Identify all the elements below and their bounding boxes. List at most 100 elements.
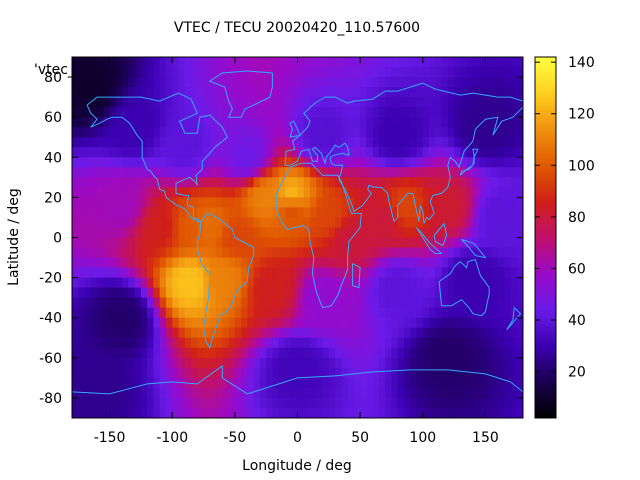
heatmap-cell xyxy=(140,347,148,359)
heatmap-cell xyxy=(422,357,430,369)
heatmap-cell xyxy=(115,257,123,269)
heatmap-cell xyxy=(516,347,523,359)
heatmap-cell xyxy=(353,297,361,309)
heatmap-cell xyxy=(303,237,311,249)
heatmap-cell xyxy=(197,227,205,239)
heatmap-cell xyxy=(378,387,386,399)
heatmap-cell xyxy=(366,207,374,219)
heatmap-cell xyxy=(310,277,317,289)
heatmap-cell xyxy=(466,367,474,379)
heatmap-cell xyxy=(297,137,305,148)
heatmap-cell xyxy=(435,177,443,188)
heatmap-cell xyxy=(153,177,161,188)
heatmap-cell xyxy=(297,337,305,349)
heatmap-cell xyxy=(303,287,311,299)
x-tick-label: -150 xyxy=(94,430,126,446)
heatmap-cell xyxy=(84,287,92,299)
heatmap-cell xyxy=(378,277,386,289)
heatmap-cell xyxy=(353,347,361,359)
heatmap-cell xyxy=(391,327,399,339)
heatmap-cell xyxy=(472,327,480,339)
heatmap-cell xyxy=(259,387,267,399)
heatmap-cell xyxy=(122,367,129,379)
heatmap-cell xyxy=(259,397,267,409)
heatmap-cell xyxy=(84,187,92,198)
heatmap-cell xyxy=(228,197,236,209)
heatmap-cell xyxy=(222,357,230,369)
heatmap-cell xyxy=(316,267,324,279)
heatmap-cell xyxy=(422,327,430,339)
heatmap-cell xyxy=(259,107,267,118)
heatmap-cell xyxy=(228,87,236,98)
heatmap-cell xyxy=(435,167,443,178)
heatmap-cell xyxy=(266,227,274,239)
heatmap-cell xyxy=(284,87,292,98)
heatmap-cell xyxy=(109,327,117,339)
heatmap-cell xyxy=(466,127,474,138)
heatmap-cell xyxy=(322,57,330,68)
heatmap-cell xyxy=(209,107,217,118)
heatmap-cell xyxy=(297,217,305,229)
colorbar-tick-label: 120 xyxy=(568,107,595,123)
heatmap-cell xyxy=(178,257,186,269)
heatmap-cell xyxy=(435,397,443,409)
heatmap-cell xyxy=(491,227,499,239)
heatmap-cell xyxy=(140,107,148,118)
heatmap-cell xyxy=(234,247,242,259)
heatmap-cell xyxy=(322,127,330,138)
heatmap-cell xyxy=(203,237,211,249)
heatmap-cell xyxy=(366,267,374,279)
heatmap-cell xyxy=(228,327,236,339)
heatmap-cell xyxy=(479,187,487,198)
heatmap-cell xyxy=(184,357,192,369)
heatmap-cell xyxy=(184,327,192,339)
heatmap-cell xyxy=(134,187,142,198)
heatmap-cell xyxy=(410,257,418,269)
heatmap-cell xyxy=(391,387,399,399)
heatmap-cell xyxy=(128,207,136,219)
heatmap-cell xyxy=(441,287,449,299)
heatmap-cell xyxy=(278,147,286,158)
heatmap-cell xyxy=(191,57,198,68)
heatmap-cell xyxy=(466,147,474,158)
heatmap-cell xyxy=(241,217,248,229)
heatmap-cell xyxy=(259,307,267,319)
heatmap-cell xyxy=(122,157,129,168)
heatmap-cell xyxy=(109,117,117,128)
heatmap-cell xyxy=(397,237,405,249)
heatmap-cell xyxy=(140,77,148,88)
heatmap-cell xyxy=(504,207,512,219)
heatmap-cell xyxy=(259,87,267,98)
heatmap-cell xyxy=(247,147,255,158)
heatmap-cell xyxy=(172,317,180,329)
heatmap-cell xyxy=(159,127,167,138)
heatmap-cell xyxy=(429,237,436,249)
heatmap-cell xyxy=(284,77,292,88)
heatmap-cell xyxy=(466,197,474,209)
heatmap-cell xyxy=(253,367,261,379)
heatmap-cell xyxy=(510,387,518,399)
heatmap-cell xyxy=(216,407,223,418)
heatmap-cell xyxy=(115,267,123,279)
heatmap-cell xyxy=(291,57,299,68)
heatmap-cell xyxy=(172,117,180,128)
heatmap-cell xyxy=(322,297,330,309)
heatmap-cell xyxy=(378,187,386,198)
heatmap-cell xyxy=(410,177,418,188)
heatmap-cell xyxy=(172,197,180,209)
heatmap-cell xyxy=(209,327,217,339)
heatmap-cell xyxy=(435,287,443,299)
heatmap-cell xyxy=(460,197,468,209)
heatmap-cell xyxy=(410,277,418,289)
heatmap-cell xyxy=(372,317,380,329)
heatmap-cell xyxy=(241,177,248,188)
heatmap-cell xyxy=(466,187,474,198)
heatmap-cell xyxy=(491,107,499,118)
heatmap-cell xyxy=(90,267,98,279)
heatmap-cell xyxy=(360,127,367,138)
heatmap-cell xyxy=(72,217,79,229)
heatmap-cell xyxy=(178,357,186,369)
heatmap-cell xyxy=(310,147,317,158)
heatmap-cell xyxy=(416,297,424,309)
heatmap-cell xyxy=(209,387,217,399)
